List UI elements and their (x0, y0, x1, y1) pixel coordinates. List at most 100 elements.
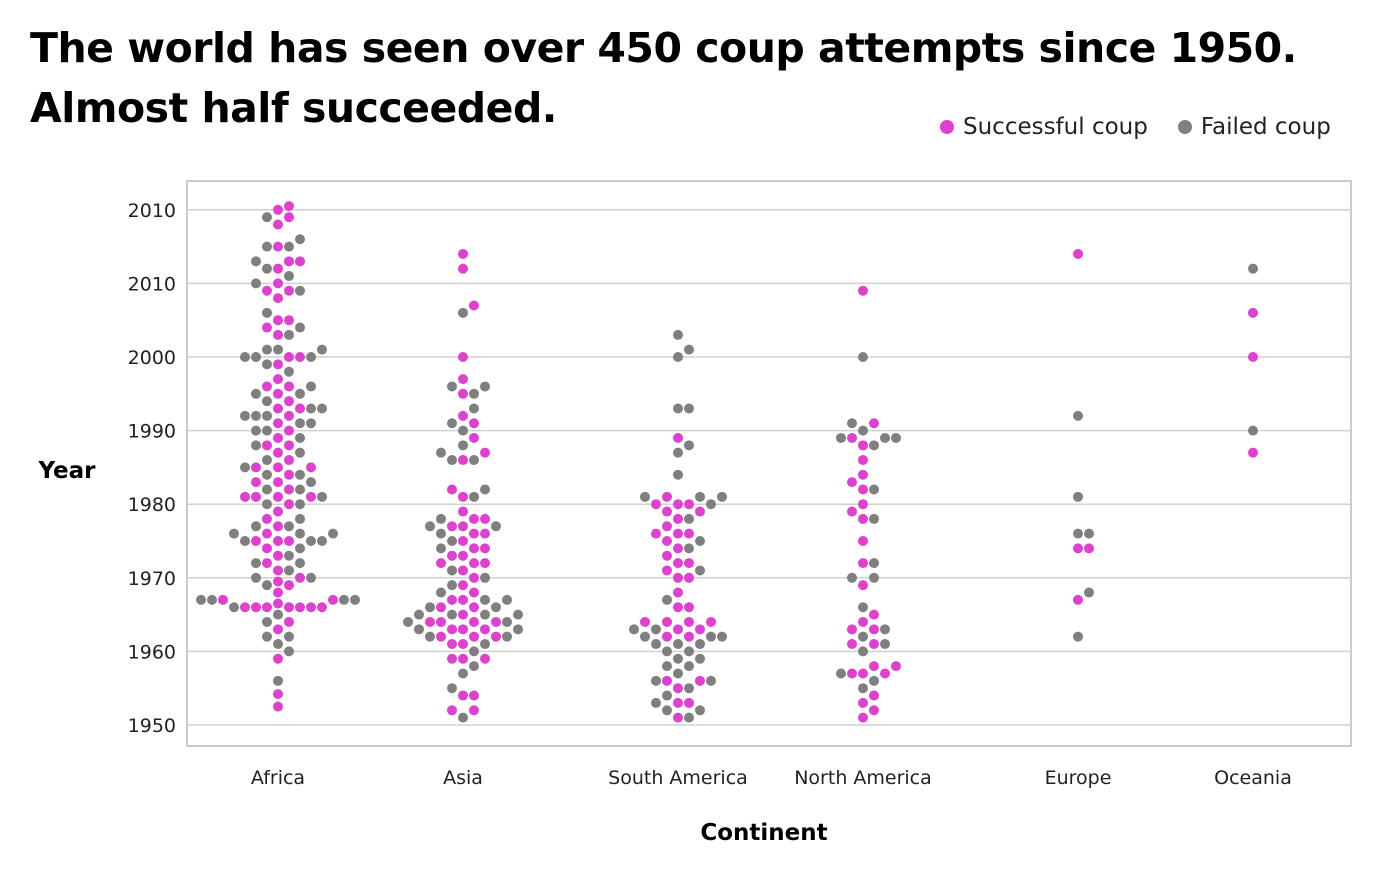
failed-coup-point (251, 558, 261, 569)
failed-coup-point (880, 624, 890, 635)
failed-coup-point (1073, 631, 1083, 642)
failed-coup-point (262, 241, 272, 252)
failed-coup-point (350, 594, 360, 605)
successful-coup-point (284, 536, 294, 546)
legend-item-successful: Successful coup (940, 114, 1148, 140)
failed-coup-point (480, 572, 490, 583)
failed-coup-point (684, 403, 694, 414)
successful-coup-point (284, 440, 294, 451)
failed-coup-point (295, 528, 305, 539)
failed-coup-point (295, 285, 305, 296)
failed-coup-point (684, 440, 694, 451)
legend-item-failed: Failed coup (1177, 114, 1331, 140)
successful-coup-point (284, 410, 294, 421)
successful-coup-point (458, 506, 468, 517)
successful-coup-point (273, 521, 283, 532)
successful-coup-point (847, 639, 857, 650)
failed-coup-point (858, 631, 868, 642)
successful-coup-point (662, 550, 672, 561)
failed-coup-point (684, 712, 694, 723)
failed-coup-point (295, 418, 305, 429)
failed-coup-point (869, 513, 879, 524)
successful-coup-point (480, 653, 490, 664)
failed-coup-point (640, 631, 650, 642)
failed-coup-point (273, 344, 283, 355)
failed-coup-point (262, 263, 272, 274)
successful-coup-point (262, 543, 272, 554)
failed-coup-point (295, 388, 305, 399)
successful-coup-point (328, 594, 338, 605)
successful-coup-point (480, 447, 490, 458)
successful-coup-point (673, 499, 683, 510)
failed-coup-point (880, 432, 890, 443)
successful-coup-point (273, 536, 283, 546)
failed-coup-point (262, 359, 272, 370)
failed-coup-point (295, 513, 305, 524)
successful-coup-point (662, 506, 672, 517)
failed-coup-point (436, 447, 446, 458)
successful-coup-point (284, 381, 294, 392)
successful-coup-point (662, 521, 672, 532)
failed-coup-point (447, 609, 457, 620)
chart-title-line-2: Almost half succeeded. (30, 84, 557, 132)
failed-coup-point (295, 234, 305, 245)
successful-coup-point (858, 697, 868, 708)
successful-coup-point (251, 602, 261, 613)
failed-coup-point (447, 455, 457, 466)
failed-coup-point (425, 521, 435, 532)
failed-coup-point (229, 528, 239, 539)
successful-coup-point (684, 572, 694, 583)
failed-coup-point (251, 352, 261, 362)
failed-coup-point (273, 675, 283, 686)
x-tick-label: Africa (251, 767, 305, 789)
failed-coup-point (858, 602, 868, 613)
successful-coup-point (684, 697, 694, 708)
successful-coup-point (273, 329, 283, 340)
failed-coup-point (262, 344, 272, 355)
successful-coup-point (458, 639, 468, 650)
failed-coup-point (695, 653, 705, 664)
y-tick-label: 1980 (128, 494, 176, 516)
successful-coup-point (469, 543, 479, 554)
chart-title-line-1: The world has seen over 450 coup attempt… (30, 24, 1297, 72)
successful-coup-point (262, 602, 272, 613)
failed-coup-point (251, 278, 261, 289)
failed-coup-point (447, 536, 457, 546)
successful-coup-point (273, 653, 283, 664)
failed-coup-point (284, 329, 294, 340)
successful-coup-point (673, 697, 683, 708)
successful-coup-point (1248, 352, 1258, 362)
successful-coup-point (458, 410, 468, 421)
successful-coup-point (891, 661, 901, 672)
successful-coup-point (306, 491, 316, 502)
failed-coup-point (262, 484, 272, 495)
successful-coup-point (673, 513, 683, 524)
failed-coup-point (328, 528, 338, 539)
successful-coup-point (284, 315, 294, 326)
successful-coup-point (662, 616, 672, 627)
successful-coup-point (295, 403, 305, 414)
failed-coup-point (295, 322, 305, 333)
failed-coup-point (295, 499, 305, 510)
failed-coup-point (706, 499, 716, 510)
successful-coup-point (491, 631, 501, 642)
successful-coup-point (869, 705, 879, 716)
failed-coup-point (447, 418, 457, 429)
successful-coup-point (251, 477, 261, 488)
failed-marker-icon (1177, 120, 1192, 134)
successful-coup-point (284, 469, 294, 480)
failed-coup-point (1248, 263, 1258, 274)
plot-frame (186, 180, 1352, 747)
failed-coup-point (436, 543, 446, 554)
successful-coup-point (447, 705, 457, 716)
successful-coup-point (662, 675, 672, 686)
successful-coup-point (273, 315, 283, 326)
successful-coup-point (673, 712, 683, 723)
successful-coup-point (858, 668, 868, 679)
failed-coup-point (640, 491, 650, 502)
successful-coup-point (458, 609, 468, 620)
successful-coup-point (858, 580, 868, 591)
successful-coup-point (458, 352, 468, 362)
successful-coup-point (1073, 248, 1083, 259)
failed-coup-point (251, 388, 261, 399)
